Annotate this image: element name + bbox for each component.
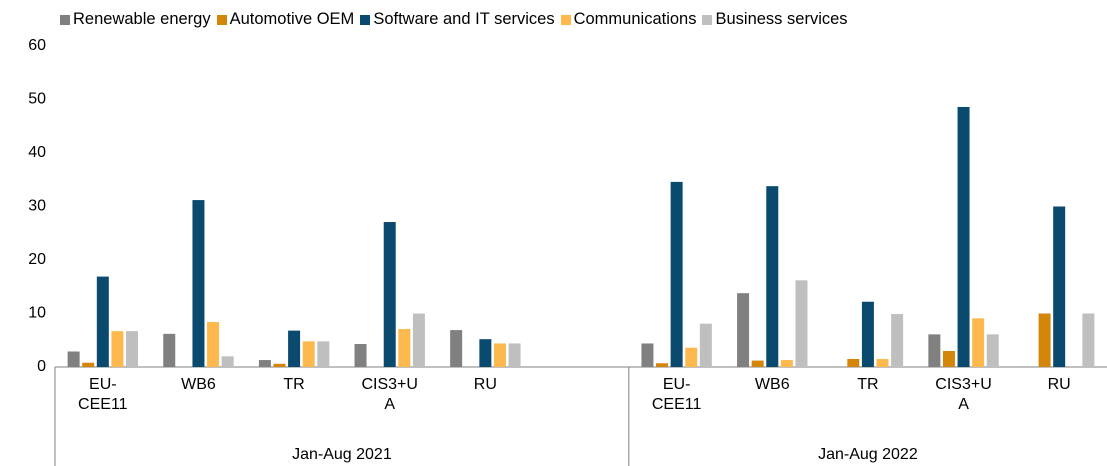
legend-swatch — [60, 14, 70, 25]
bar — [1038, 313, 1051, 367]
bar — [163, 333, 176, 367]
y-tick-label: 30 — [28, 198, 46, 215]
bar — [847, 358, 860, 367]
bar — [479, 339, 492, 367]
bar — [766, 186, 779, 367]
bar — [670, 181, 683, 367]
bar — [126, 331, 139, 367]
bar — [891, 314, 904, 367]
bar — [780, 360, 793, 367]
y-tick-label: 50 — [28, 91, 46, 108]
bar — [1082, 313, 1095, 367]
bar — [207, 322, 220, 367]
x-tick-label: TR — [283, 376, 305, 393]
legend-swatch — [360, 14, 371, 25]
x-tick-label: RU — [1047, 376, 1071, 393]
legend-item: Renewable energy — [60, 10, 211, 29]
x-tick-label: EU-CEE11 — [651, 376, 702, 413]
y-tick-label: 40 — [28, 144, 46, 161]
legend: Renewable energy Automotive OEM Software a… — [60, 10, 854, 29]
bar — [1053, 206, 1066, 367]
bar — [795, 280, 808, 367]
y-tick-label: 10 — [28, 305, 46, 322]
legend-swatch — [216, 14, 227, 25]
legend-item: Communications — [560, 10, 697, 29]
bar — [928, 334, 941, 367]
y-tick-label: 20 — [28, 251, 46, 268]
bar — [302, 341, 315, 367]
bar — [699, 323, 712, 367]
legend-swatch — [560, 14, 571, 25]
x-tick-label: EU-CEE11 — [78, 376, 128, 413]
bar — [641, 343, 654, 367]
x-tick-label: RU — [473, 376, 497, 393]
bar — [111, 331, 124, 367]
y-tick-label: 0 — [37, 358, 46, 375]
bar — [508, 343, 521, 367]
x-tick-label: WB6 — [754, 376, 790, 393]
bar — [972, 318, 985, 367]
x-tick-label: TR — [857, 376, 879, 393]
x-tick-label: WB6 — [181, 376, 216, 393]
legend-item: Software and IT services — [360, 10, 555, 29]
legend-label: Communications — [573, 10, 697, 28]
bar — [354, 343, 367, 367]
bar — [192, 200, 205, 367]
bar — [737, 293, 750, 367]
bar — [876, 358, 889, 367]
bar — [450, 330, 463, 367]
bar — [685, 347, 698, 367]
bar — [273, 363, 286, 367]
bar — [986, 334, 999, 367]
legend-label: Renewable energy — [73, 10, 211, 28]
bar — [67, 351, 80, 367]
bar — [493, 343, 506, 367]
bar — [398, 329, 411, 367]
bar — [656, 363, 669, 367]
bar — [751, 360, 764, 367]
group-label: Jan-Aug 2021 — [292, 446, 392, 463]
legend-label: Business services — [715, 10, 848, 28]
legend-swatch — [702, 14, 713, 25]
bar — [412, 313, 425, 367]
bar — [82, 362, 95, 367]
bar — [942, 350, 955, 367]
bar — [383, 222, 396, 367]
legend-item: Business services — [702, 10, 848, 29]
bar — [221, 356, 234, 367]
bar — [861, 301, 874, 367]
group-label: Jan-Aug 2022 — [818, 446, 918, 463]
bar — [288, 330, 301, 367]
legend-label: Automotive OEM — [229, 10, 355, 28]
y-tick-label: 60 — [28, 37, 46, 54]
bar — [957, 106, 970, 368]
bar — [317, 341, 330, 367]
x-tick-label: CIS3+UA — [935, 376, 992, 413]
bar — [96, 276, 109, 367]
legend-item: Automotive OEM — [216, 10, 355, 29]
x-tick-label: CIS3+UA — [361, 376, 418, 413]
legend-label: Software and IT services — [373, 10, 555, 28]
bar — [258, 360, 271, 367]
